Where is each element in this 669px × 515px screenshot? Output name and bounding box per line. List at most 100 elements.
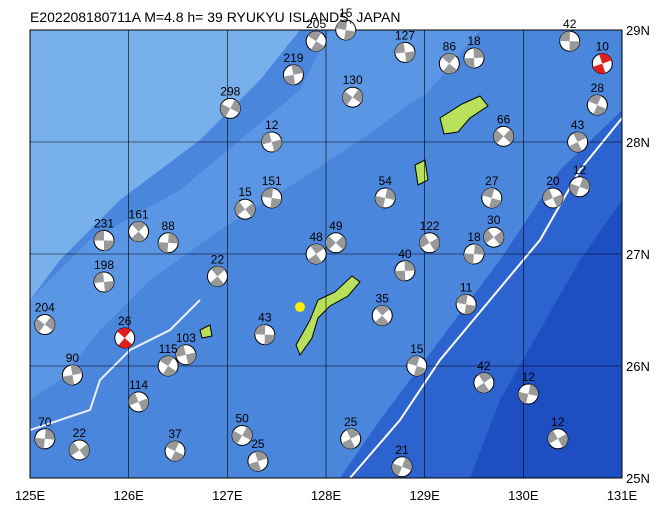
ball-quadrant [569, 183, 580, 197]
ball-quadrant [34, 437, 45, 449]
ball-quadrant [325, 235, 336, 250]
ball-quadrant [62, 374, 75, 385]
focal-mechanism [34, 314, 56, 336]
ball-quadrant [493, 231, 504, 246]
lat-label: 28N [626, 135, 650, 150]
lat-label: 27N [626, 247, 650, 262]
depth-label: 66 [497, 112, 511, 126]
ball-quadrant [271, 139, 282, 152]
focal-mechanism [406, 355, 428, 377]
ball-quadrant [168, 232, 179, 244]
ball-quadrant [175, 345, 186, 358]
ball-quadrant [346, 428, 360, 439]
ball-quadrant [592, 63, 606, 74]
ball-quadrant [573, 132, 587, 142]
ball-quadrant [70, 364, 83, 375]
focal-mechanism [247, 450, 269, 472]
focal-mechanism [342, 86, 364, 108]
focal-mechanism [282, 64, 304, 86]
focal-mechanism [261, 131, 283, 153]
ball-quadrant [375, 195, 386, 208]
focal-mechanism [419, 232, 441, 254]
ball-quadrant [456, 294, 468, 305]
focal-mechanism [559, 30, 581, 52]
map-title: E202208180711A M=4.8 h= 39 RYUKYU ISLAND… [30, 9, 400, 25]
ball-quadrant [493, 129, 504, 144]
depth-label: 15 [339, 6, 353, 20]
focal-mechanism [254, 324, 276, 346]
focal-mechanism [340, 428, 362, 450]
focal-mechanism [206, 265, 228, 287]
ball-quadrant [489, 198, 502, 208]
ball-quadrant [503, 129, 514, 144]
ball-quadrant [118, 338, 133, 348]
ball-quadrant [254, 324, 266, 335]
depth-label: 103 [176, 331, 196, 345]
depth-label: 30 [487, 213, 501, 227]
depth-label: 86 [443, 40, 457, 54]
focal-mechanism [394, 260, 416, 282]
lat-label: 26N [626, 359, 650, 374]
ball-quadrant [232, 430, 243, 445]
ball-quadrant [407, 355, 420, 366]
focal-mechanism [569, 176, 591, 198]
ball-quadrant [482, 188, 495, 198]
ball-quadrant [352, 89, 363, 104]
ball-quadrant [391, 463, 402, 477]
focal-mechanism [231, 424, 253, 446]
ball-quadrant [162, 366, 177, 376]
ball-quadrant [104, 281, 114, 292]
depth-label: 122 [420, 219, 440, 233]
ball-quadrant [131, 221, 146, 232]
ball-quadrant [44, 428, 55, 440]
depth-label: 151 [262, 174, 282, 188]
depth-label: 54 [379, 174, 393, 188]
ball-quadrant [220, 103, 231, 118]
ball-quadrant [261, 188, 274, 198]
focal-mechanism [61, 364, 83, 386]
depth-label: 198 [94, 258, 114, 272]
depth-label: 12 [551, 415, 565, 429]
depth-label: 26 [118, 314, 132, 328]
ball-quadrant [463, 253, 474, 264]
ball-quadrant [104, 240, 114, 251]
ball-quadrant [307, 254, 322, 265]
ball-quadrant [478, 372, 493, 383]
depth-label: 42 [477, 359, 491, 373]
ball-quadrant [44, 316, 55, 331]
ball-quadrant [248, 461, 261, 472]
ball-quadrant [385, 188, 396, 201]
focal-mechanism [591, 53, 613, 75]
focal-mechanism [455, 293, 477, 315]
ball-quadrant [559, 31, 570, 42]
focal-mechanism [547, 428, 569, 450]
focal-mechanism [325, 232, 347, 254]
ball-quadrant [185, 352, 196, 365]
ball-quadrant [394, 42, 405, 54]
focal-mechanism [371, 305, 393, 327]
ball-quadrant [310, 41, 325, 52]
ball-quadrant [245, 202, 256, 217]
lat-label: 29N [626, 23, 650, 38]
ball-quadrant [270, 198, 282, 208]
ball-quadrant [291, 64, 304, 75]
depth-label: 12 [573, 163, 587, 177]
ball-quadrant [335, 20, 348, 30]
focal-mechanism [305, 30, 327, 52]
focal-mechanism [234, 198, 256, 220]
focal-mechanism [542, 187, 564, 209]
focal-mechanism [219, 97, 241, 119]
depth-label: 90 [66, 351, 80, 365]
ball-quadrant [230, 99, 241, 114]
ball-quadrant [344, 30, 356, 40]
mechanisms [34, 19, 613, 478]
ball-quadrant [374, 315, 389, 326]
depth-label: 15 [238, 185, 252, 199]
ball-quadrant [261, 132, 272, 145]
focal-mechanism [305, 243, 327, 265]
depth-label: 20 [546, 174, 560, 188]
focal-mechanism [128, 221, 150, 243]
depth-label: 35 [376, 292, 390, 306]
lat-label: 25N [626, 471, 650, 486]
